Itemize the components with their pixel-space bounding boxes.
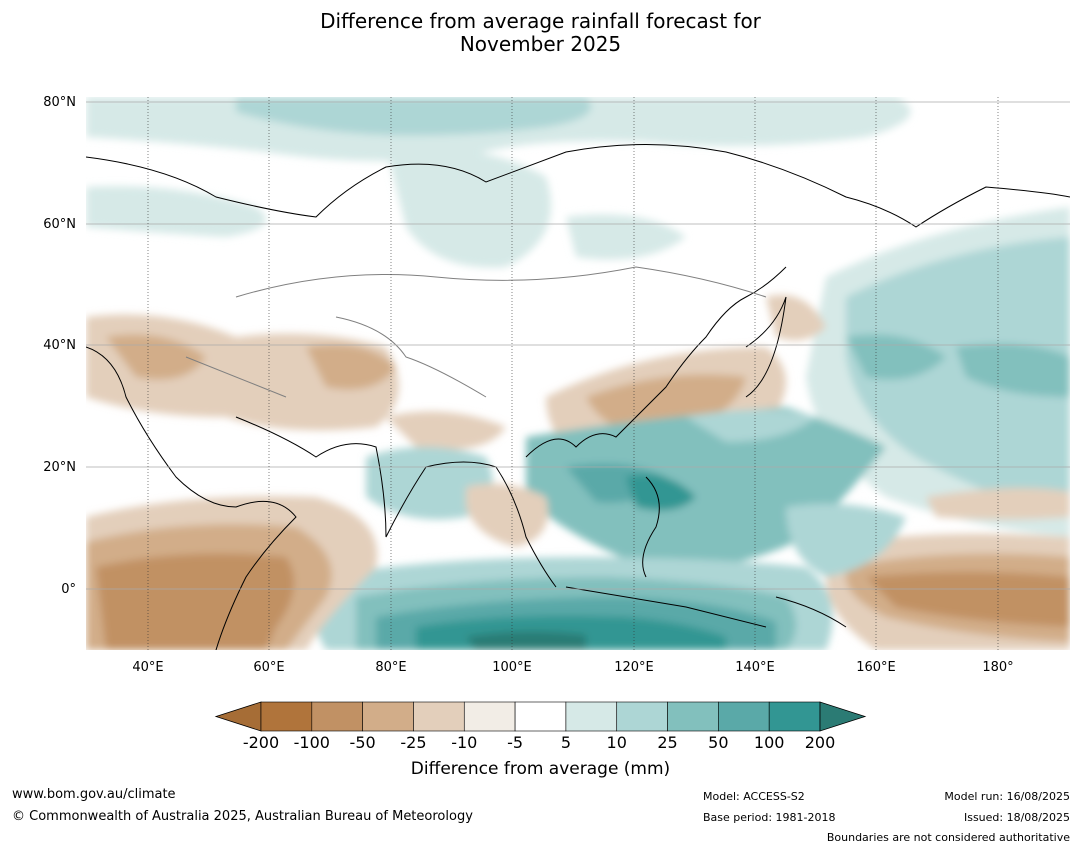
colorbar-swatch [616, 701, 668, 732]
colorbar-swatches [214, 701, 867, 732]
rainfall-map-svg [86, 97, 1070, 650]
colorbar-swatch [565, 701, 618, 732]
coastlines [86, 144, 1070, 650]
lon-label-40e: 40°E [132, 660, 164, 675]
colorbar-tick-label: -25 [400, 733, 427, 752]
footer-copyright: © Commonwealth of Australia 2025, Austra… [12, 809, 473, 824]
colorbar-swatch [514, 701, 567, 732]
colorbar [214, 701, 867, 732]
colorbar-swatch [362, 701, 414, 732]
longitude-gridlines [147, 97, 999, 650]
rainfall-map [86, 97, 1070, 650]
colorbar-tick-label: 200 [804, 733, 836, 752]
map-title: Difference from average rainfall forecas… [0, 10, 1081, 56]
colorbar-swatch [311, 701, 363, 732]
lon-label-120e: 120°E [614, 660, 654, 675]
colorbar-tick-label: 25 [657, 733, 678, 752]
colorbar-swatch [260, 701, 313, 732]
colorbar-tick-label: 100 [753, 733, 785, 752]
lon-label-180: 180° [982, 660, 1014, 675]
colorbar-swatch [718, 701, 770, 732]
country-borders [185, 266, 767, 398]
title-line-1: Difference from average rainfall forecas… [320, 9, 761, 33]
latitude-gridlines [86, 101, 1070, 590]
colorbar-tick-label: -5 [507, 733, 524, 752]
colorbar-arrow-low [214, 701, 262, 732]
colorbar-tick-label: -200 [242, 733, 280, 752]
colorbar-tick-label: 5 [560, 733, 571, 752]
colorbar-tick-label: 50 [708, 733, 729, 752]
lon-label-80e: 80°E [375, 660, 407, 675]
lon-label-100e: 100°E [492, 660, 532, 675]
colorbar-swatch [413, 701, 465, 732]
colorbar-swatch [768, 701, 821, 732]
colorbar-label: Difference from average (mm) [410, 759, 671, 779]
footer-disclaimer: Boundaries are not considered authoritat… [826, 831, 1070, 844]
title-line-2: November 2025 [459, 32, 622, 56]
lon-label-60e: 60°E [253, 660, 285, 675]
lat-label-20n: 20°N [43, 460, 76, 475]
lat-label-60n: 60°N [43, 217, 76, 232]
lat-label-0: 0° [61, 582, 76, 597]
anomaly-fields [86, 97, 1070, 650]
footer-model-run: Model run: 16/08/2025 [944, 790, 1070, 803]
colorbar-swatch [463, 701, 516, 732]
colorbar-arrow-high [819, 701, 867, 732]
colorbar-tick-label: -50 [349, 733, 376, 752]
lon-label-140e: 140°E [735, 660, 775, 675]
colorbar-tick-label: -100 [293, 733, 330, 752]
footer-base-period: Base period: 1981-2018 [703, 811, 836, 824]
lon-label-160e: 160°E [856, 660, 896, 675]
colorbar-swatch [667, 701, 719, 732]
lat-label-40n: 40°N [43, 338, 76, 353]
footer-issued: Issued: 18/08/2025 [963, 811, 1070, 824]
footer-model: Model: ACCESS-S2 [703, 790, 805, 803]
colorbar-tick-label: -10 [451, 733, 478, 752]
colorbar-tick-label: 10 [606, 733, 627, 752]
lat-label-80n: 80°N [43, 95, 76, 110]
footer-website: www.bom.gov.au/climate [12, 787, 176, 802]
